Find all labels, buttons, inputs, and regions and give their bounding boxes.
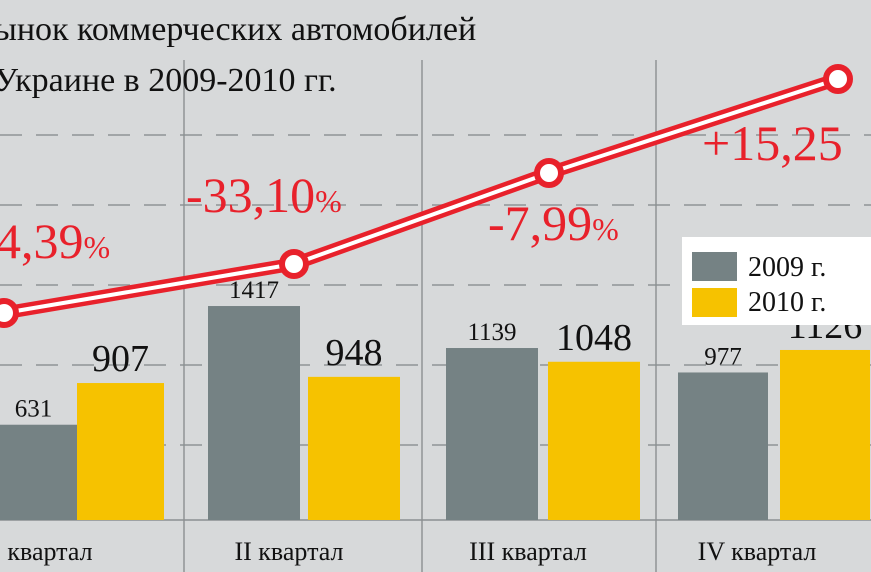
legend-swatch-2009 (692, 252, 737, 281)
value-label-2010: 948 (326, 332, 383, 374)
change-label-unit: % (84, 229, 111, 265)
change-label: 4,39% (0, 213, 110, 269)
chart-title-line-1: ынок коммерческих автомобилей (0, 11, 476, 48)
change-label-unit: % (592, 211, 619, 247)
value-label-2010: 907 (92, 338, 149, 380)
change-label-value: +15,25 (702, 115, 843, 171)
change-label: +15,25 (702, 115, 843, 171)
bar-2009 (446, 348, 538, 520)
value-label-2009: 631 (15, 396, 53, 423)
legend-label-2010: 2010 г. (748, 287, 826, 318)
change-point (279, 249, 309, 279)
change-label: -7,99% (488, 195, 619, 251)
change-point (0, 298, 19, 328)
bar-2010 (780, 349, 870, 520)
change-label-value: 4,39 (0, 213, 84, 269)
change-point (534, 158, 564, 188)
value-label-2010: 1048 (556, 317, 632, 359)
legend-swatch-2010 (692, 288, 737, 317)
legend-label-2009: 2009 г. (748, 252, 826, 283)
value-label-2009: 1139 (467, 319, 516, 346)
legend: 2009 г. 2010 г. (682, 237, 871, 325)
bar-2010 (77, 383, 164, 520)
value-label-2009: 1417 (229, 277, 279, 304)
category-label: II квартал (234, 537, 343, 566)
chart-title-line-2: Украине в 2009-2010 гг. (0, 62, 337, 99)
change-line (0, 64, 853, 328)
change-label-value: -33,10 (186, 167, 315, 223)
bars (0, 306, 870, 520)
category-label: III квартал (469, 537, 587, 566)
change-label-unit: % (315, 183, 342, 219)
category-label: IV квартал (698, 537, 817, 566)
value-label-2009: 977 (704, 343, 742, 370)
change-point (823, 64, 853, 94)
change-label: -33,10% (186, 167, 342, 223)
change-line-inner (3, 77, 839, 315)
labels: 631 907 квартал 1417 948 II квартал 1139 1048 II… (0, 115, 862, 566)
bar-2009 (0, 424, 77, 520)
bar-2010 (548, 361, 640, 520)
change-label-value: -7,99 (488, 195, 592, 251)
bar-2009 (208, 306, 300, 520)
bar-2009 (678, 372, 768, 520)
bar-2010 (308, 376, 400, 520)
category-label: квартал (7, 537, 92, 566)
